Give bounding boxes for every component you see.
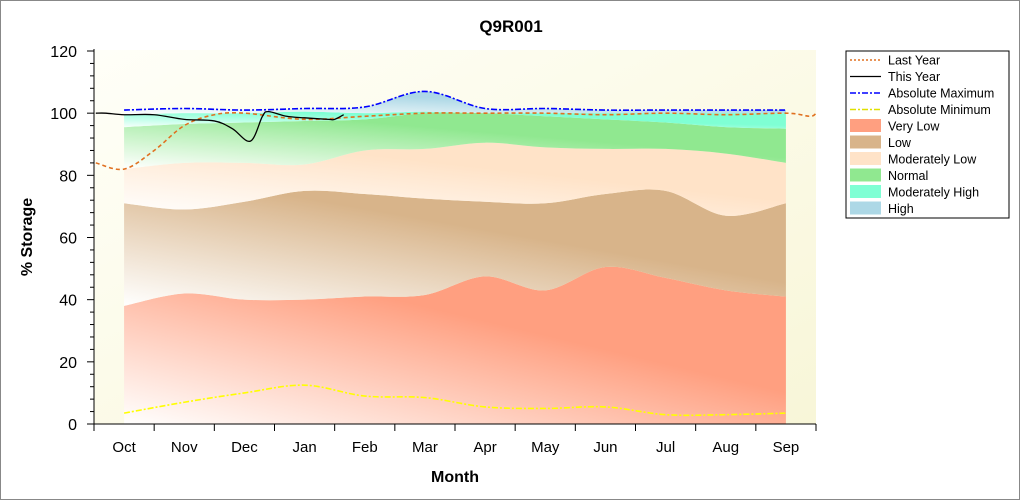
legend-swatch-high bbox=[850, 201, 881, 215]
x-tick-label-feb: Feb bbox=[352, 439, 378, 456]
x-tick-label-may: May bbox=[531, 439, 560, 456]
band-moderately-high bbox=[124, 111, 786, 129]
series-this-year bbox=[95, 110, 344, 142]
x-tick-label-jun: Jun bbox=[593, 439, 617, 456]
y-axis-label: % Storage bbox=[19, 198, 36, 276]
x-tick-label-apr: Apr bbox=[473, 439, 496, 456]
legend-label-low: Low bbox=[888, 136, 912, 150]
legend-swatch-moderately-high bbox=[850, 185, 881, 198]
legend-swatch-low bbox=[850, 135, 881, 149]
legend: Last Year This Year Absolute Maximum Absolu… bbox=[845, 50, 1010, 219]
legend-label-this-year: This Year bbox=[888, 70, 940, 84]
series-absolute-maximum bbox=[124, 90, 786, 111]
y-tick-label: 60 bbox=[59, 231, 77, 248]
y-tick-label: 80 bbox=[59, 168, 77, 185]
x-tick-label-mar: Mar bbox=[412, 439, 438, 456]
x-tick-label-dec: Dec bbox=[231, 439, 258, 456]
band-high bbox=[124, 91, 786, 115]
series-absolute-minimum bbox=[123, 384, 786, 417]
x-tick-label-oct: Oct bbox=[112, 439, 136, 456]
legend-swatch-moderately-low bbox=[850, 152, 881, 165]
band-moderately-low bbox=[124, 142, 786, 216]
y-tick-label: 40 bbox=[59, 293, 77, 310]
x-tick-label-jan: Jan bbox=[292, 439, 316, 456]
legend-label-moderately-high: Moderately High bbox=[888, 186, 979, 200]
legend-swatch-normal bbox=[850, 168, 881, 182]
band-normal bbox=[124, 112, 786, 170]
legend-label-normal: Normal bbox=[888, 169, 928, 183]
band-very-low bbox=[124, 266, 786, 424]
legend-label-absolute-maximum: Absolute Maximum bbox=[888, 87, 994, 101]
y-tick-label: 120 bbox=[50, 44, 77, 61]
series-last-year bbox=[95, 111, 817, 171]
legend-label-high: High bbox=[888, 202, 914, 216]
x-tick-label-nov: Nov bbox=[171, 439, 198, 456]
x-tick-label-aug: Aug bbox=[712, 439, 739, 456]
x-tick-label-jul: Jul bbox=[656, 439, 675, 456]
chart-title: Q9R001 bbox=[479, 17, 542, 36]
y-tick-label: 100 bbox=[50, 106, 77, 123]
legend-label-moderately-low: Moderately Low bbox=[888, 153, 977, 167]
band-low bbox=[124, 189, 786, 306]
legend-swatch-very-low bbox=[850, 119, 881, 132]
legend-label-last-year: Last Year bbox=[888, 54, 940, 68]
y-tick-label: 20 bbox=[59, 355, 77, 372]
legend-label-very-low: Very Low bbox=[888, 120, 940, 134]
x-axis-label: Month bbox=[431, 469, 479, 486]
x-tick-label-sep: Sep bbox=[773, 439, 800, 456]
legend-label-absolute-minimum: Absolute Minimum bbox=[888, 103, 991, 117]
y-tick-label: 0 bbox=[68, 417, 77, 434]
